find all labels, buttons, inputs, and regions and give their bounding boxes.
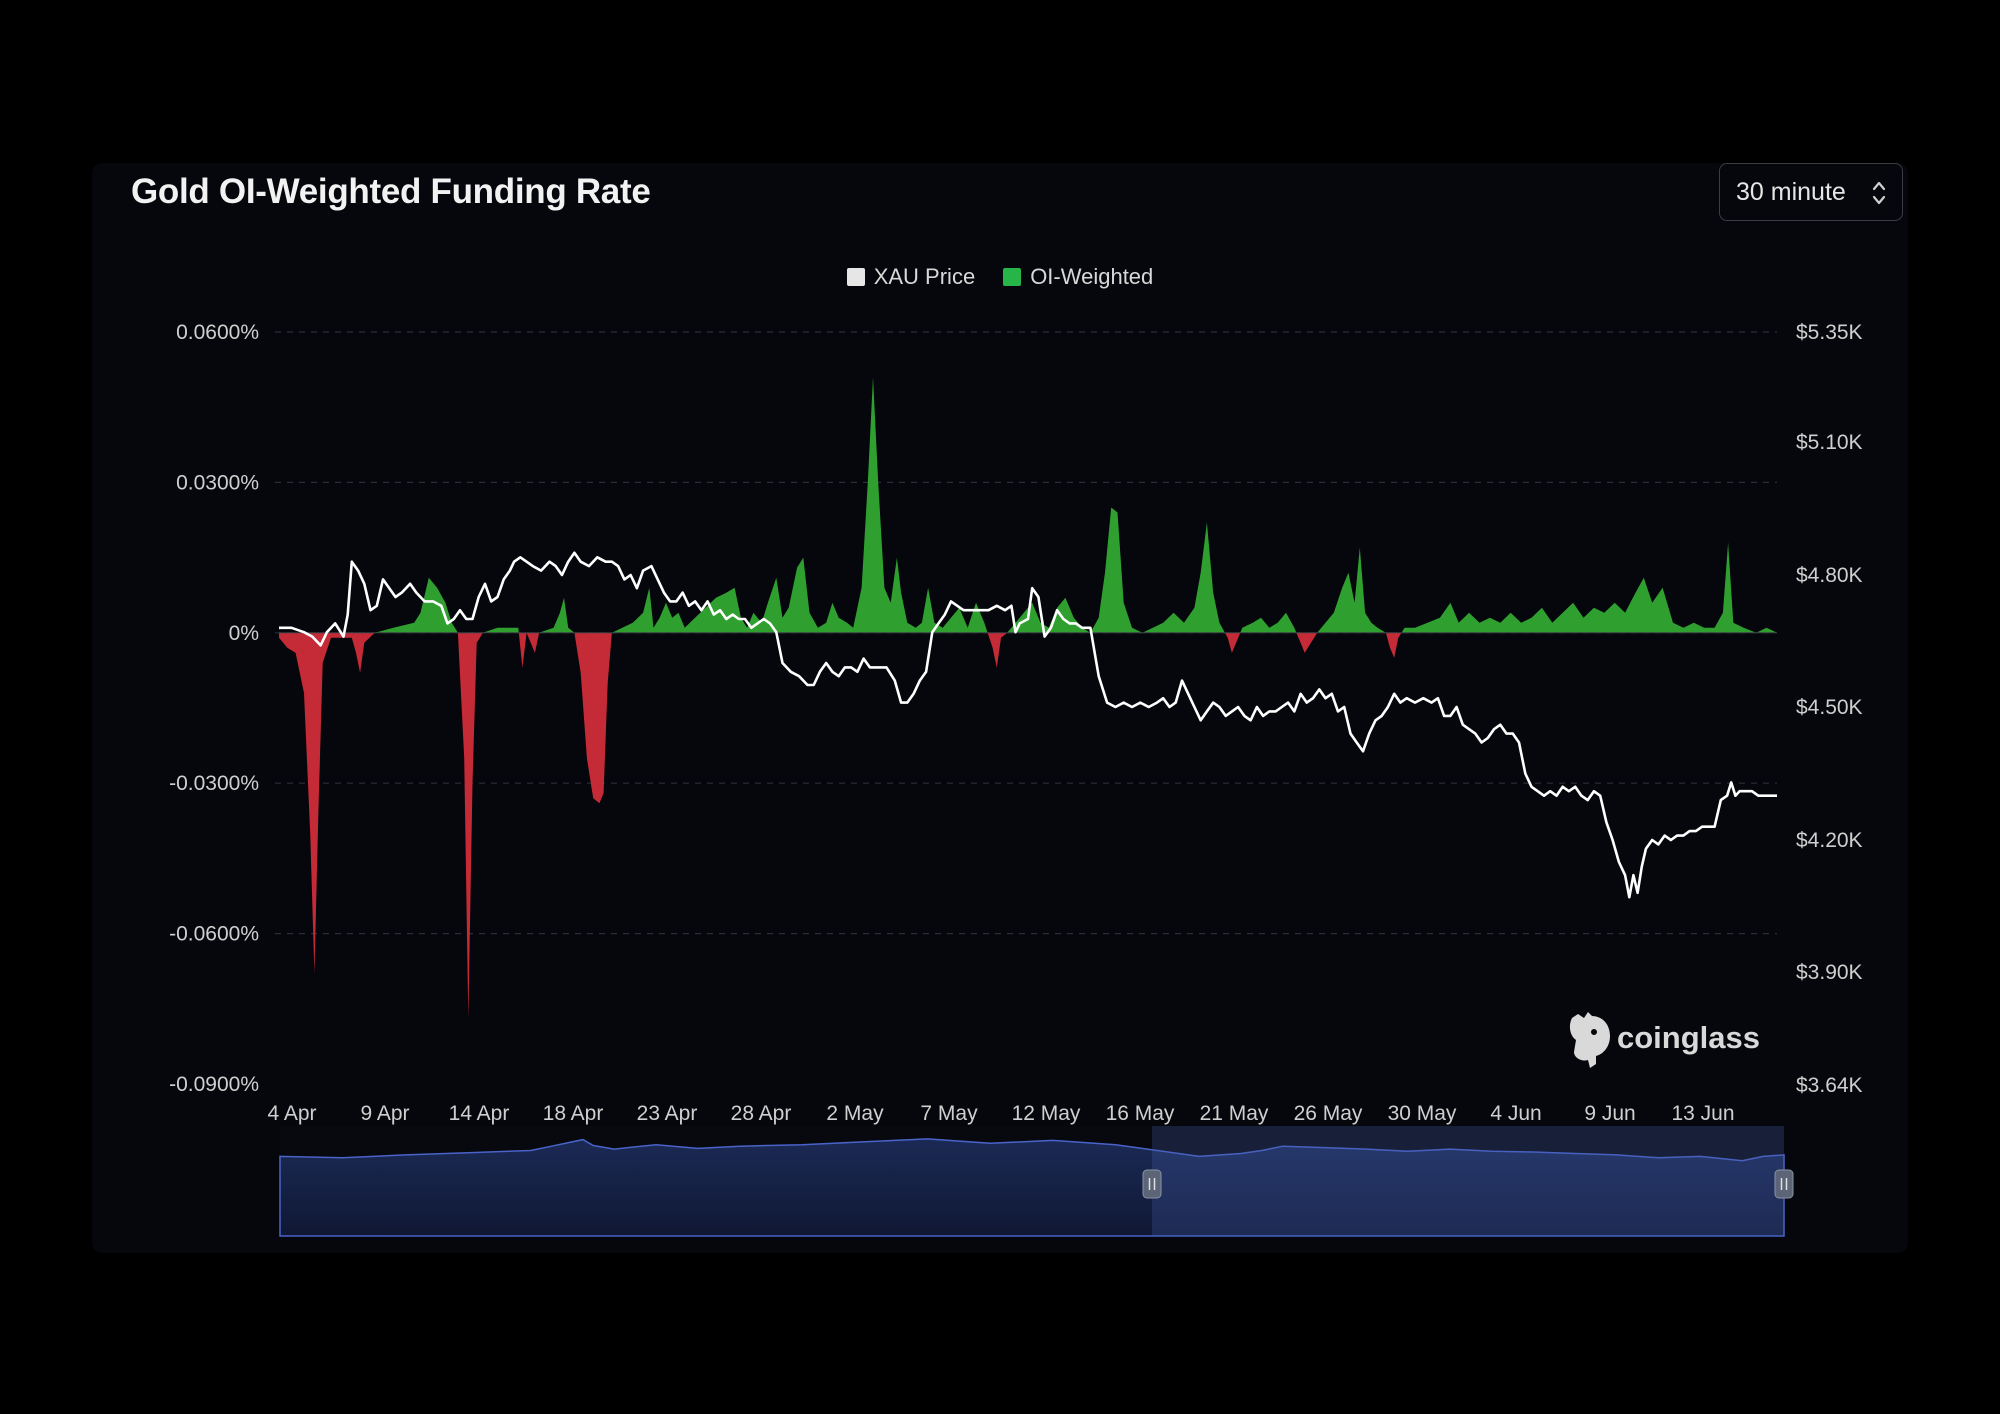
x-tick-label: 9 Jun xyxy=(1584,1102,1635,1125)
range-navigator[interactable] xyxy=(279,1126,1794,1237)
y-axis-left: 0.0600% 0.0300% 0% -0.0300% -0.0600% -0.0900% xyxy=(169,321,259,1096)
interval-value: 30 minute xyxy=(1736,177,1846,206)
legend-item-xau-price[interactable]: XAU Price xyxy=(846,264,976,290)
y-left-tick-label: 0% xyxy=(229,622,259,645)
y-left-tick-label: -0.0600% xyxy=(169,923,259,946)
legend-swatch xyxy=(846,268,865,286)
coinglass-logo: coinglass xyxy=(1569,1012,1760,1068)
chart-title: Gold OI-Weighted Funding Rate xyxy=(131,172,651,211)
x-axis: 4 Apr 9 Apr 14 Apr 18 Apr 23 Apr 28 Apr 2 May 7… xyxy=(267,1102,1734,1125)
oi-weighted-negative-area xyxy=(279,633,1402,1019)
x-tick-label: 16 May xyxy=(1106,1102,1175,1125)
x-tick-label: 13 Jun xyxy=(1671,1102,1734,1125)
x-tick-label: 9 Apr xyxy=(360,1102,409,1125)
oi-weighted-positive-area xyxy=(279,377,1777,633)
x-tick-label: 18 Apr xyxy=(543,1102,604,1125)
legend-label: OI-Weighted xyxy=(1030,264,1154,289)
y-right-tick-label: $4.80K xyxy=(1796,564,1863,587)
navigator-left-handle[interactable] xyxy=(1142,1169,1162,1199)
x-tick-label: 21 May xyxy=(1200,1102,1269,1125)
y-left-tick-label: 0.0600% xyxy=(176,321,259,344)
x-tick-label: 23 Apr xyxy=(637,1102,698,1125)
x-tick-label: 4 Apr xyxy=(267,1102,316,1125)
navigator-selection[interactable] xyxy=(1152,1126,1784,1236)
y-right-tick-label: $5.10K xyxy=(1796,431,1863,454)
x-tick-label: 28 Apr xyxy=(731,1102,792,1125)
y-left-tick-label: -0.0300% xyxy=(169,772,259,795)
xau-price-series xyxy=(279,551,1777,899)
interval-select[interactable]: 30 minute xyxy=(1719,163,1903,221)
navigator-series xyxy=(279,1138,1785,1237)
funding-area-series xyxy=(279,377,1777,1019)
x-tick-label: 12 May xyxy=(1012,1102,1081,1125)
navigator-right-handle[interactable] xyxy=(1774,1169,1794,1199)
chart-panel xyxy=(92,163,1908,1253)
chart-legend: XAU Price OI-Weighted xyxy=(0,264,2000,290)
x-tick-label: 2 May xyxy=(826,1102,884,1125)
y-axis-right: $5.35K $5.10K $4.80K $4.50K $4.20K $3.90K $3.6… xyxy=(1796,321,1863,1097)
legend-label: XAU Price xyxy=(873,264,976,289)
y-right-tick-label: $4.50K xyxy=(1796,696,1863,719)
y-right-tick-label: $4.20K xyxy=(1796,829,1863,852)
x-tick-label: 4 Jun xyxy=(1490,1102,1541,1125)
watermark-text: coinglass xyxy=(1617,1020,1760,1055)
xau-price-line xyxy=(279,551,1777,899)
y-right-tick-label: $5.35K xyxy=(1796,321,1863,344)
chevron-updown-icon xyxy=(1872,181,1886,205)
legend-swatch xyxy=(1003,268,1022,286)
y-right-tick-label: $3.90K xyxy=(1796,961,1863,984)
x-tick-label: 30 May xyxy=(1388,1102,1457,1125)
y-right-tick-label: $3.64K xyxy=(1796,1074,1863,1097)
y-left-tick-label: 0.0300% xyxy=(176,471,259,494)
x-tick-label: 7 May xyxy=(920,1102,978,1125)
x-tick-label: 26 May xyxy=(1294,1102,1363,1125)
legend-item-oi-weighted[interactable]: OI-Weighted xyxy=(1003,264,1153,290)
y-left-tick-label: -0.0900% xyxy=(169,1073,259,1096)
x-tick-label: 14 Apr xyxy=(449,1102,510,1125)
coinglass-logo-icon xyxy=(1569,1012,1610,1068)
